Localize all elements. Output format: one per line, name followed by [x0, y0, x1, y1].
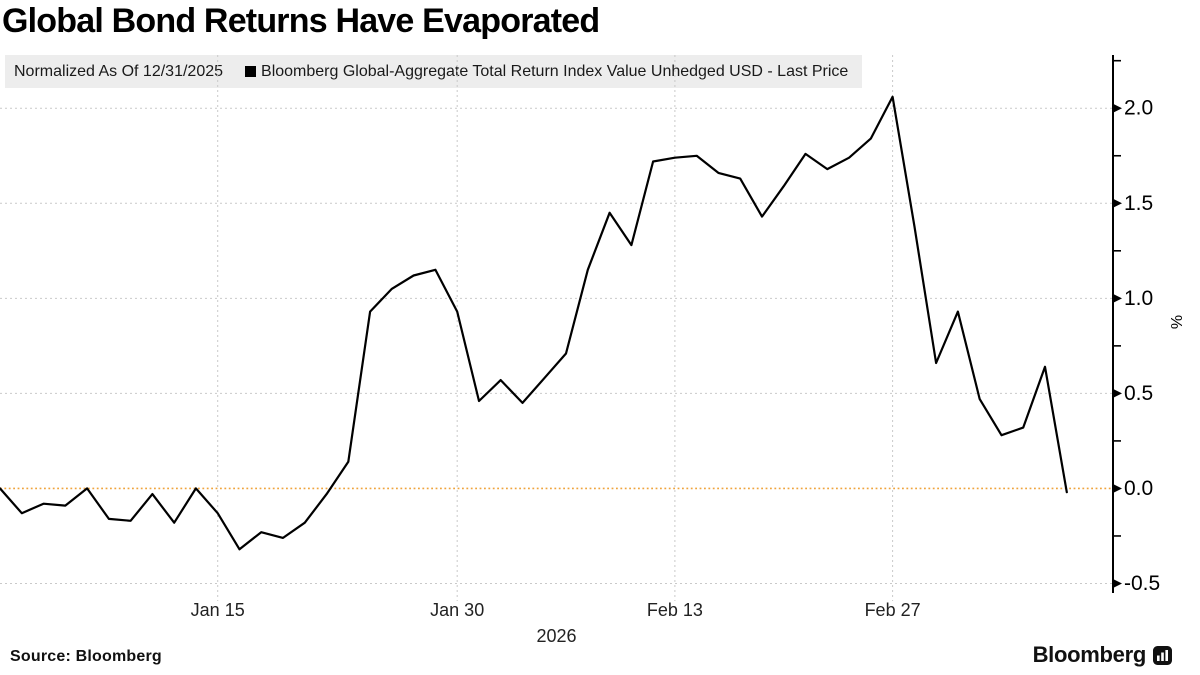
- x-tick-label: Feb 27: [865, 600, 921, 620]
- chart-legend: Normalized As Of 12/31/2025 Bloomberg Gl…: [5, 55, 863, 88]
- x-tick-label: Feb 13: [647, 600, 703, 620]
- y-axis-unit-label: %: [1169, 315, 1186, 329]
- page-title: Global Bond Returns Have Evaporated: [2, 2, 600, 40]
- x-axis-year-label: 2026: [536, 626, 576, 646]
- y-tick-label: 0.5: [1124, 382, 1153, 405]
- y-tick-label: -0.5: [1124, 572, 1160, 595]
- y-major-tick: [1113, 293, 1122, 303]
- y-tick-label: 1.0: [1124, 287, 1153, 310]
- legend-series-item: Bloomberg Global-Aggregate Total Return …: [245, 63, 848, 81]
- y-tick-label: 1.5: [1124, 192, 1153, 215]
- x-tick-label: Jan 30: [430, 600, 484, 620]
- series-line: [0, 95, 1068, 551]
- source-note: Source: Bloomberg: [10, 648, 162, 665]
- x-tick-label: Jan 15: [191, 600, 245, 620]
- y-major-tick: [1113, 388, 1122, 398]
- legend-series-label: Bloomberg Global-Aggregate Total Return …: [261, 62, 849, 80]
- series-swatch-icon: [245, 66, 257, 77]
- y-major-tick: [1113, 578, 1122, 588]
- y-major-tick: [1113, 103, 1122, 113]
- bloomberg-logo-text: Bloomberg: [1032, 642, 1147, 667]
- y-tick-label: 2.0: [1124, 97, 1153, 120]
- bloomberg-logo: Bloomberg: [1033, 642, 1172, 668]
- legend-normalized-label: Normalized As Of 12/31/2025: [14, 62, 224, 80]
- y-major-tick: [1113, 198, 1122, 208]
- bloomberg-chart-icon: [1153, 645, 1172, 665]
- y-tick-label: 0.0: [1124, 477, 1153, 500]
- y-major-tick: [1113, 483, 1122, 493]
